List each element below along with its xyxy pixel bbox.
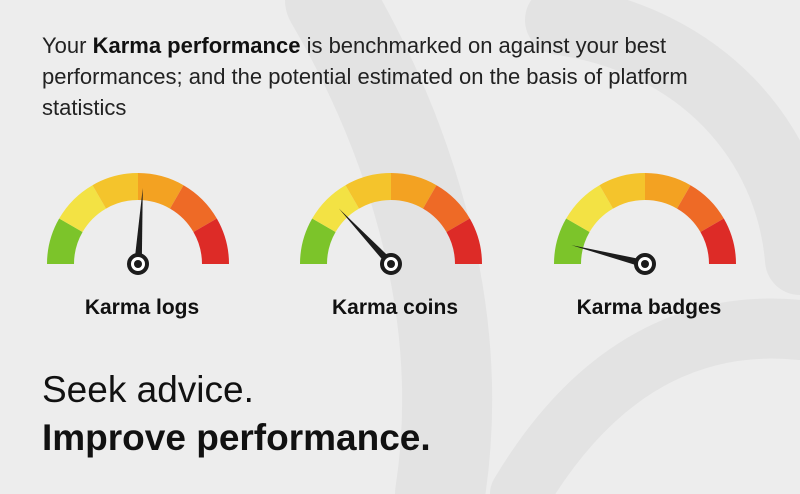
- gauge-needle: [134, 188, 143, 265]
- intro-text: Your Karma performance is benchmarked on…: [42, 30, 742, 123]
- gauge-karma-badges: Karma badges: [549, 168, 749, 328]
- gauge-segment: [92, 173, 138, 209]
- tagline-improve-performance: Improve performance.: [42, 417, 431, 458]
- gauge-hub-center: [134, 260, 142, 268]
- intro-prefix: Your: [42, 33, 93, 58]
- speedometer-icon: [300, 173, 482, 275]
- gauge-segment: [138, 173, 184, 209]
- intro-emphasis: Karma performance: [92, 33, 301, 58]
- gauge-needle: [571, 245, 646, 268]
- gauge-segment: [391, 173, 437, 209]
- gauge-label: Karma coins: [331, 296, 459, 319]
- gauge-karma-coins: Karma coins: [295, 168, 495, 328]
- intro-suffix: is benchmarked on against your best perf…: [42, 33, 688, 120]
- gauge-segment: [193, 218, 229, 264]
- gauge-hub-center: [641, 260, 649, 268]
- gauge-segment: [300, 218, 336, 264]
- gauge-segment: [345, 173, 391, 209]
- gauge-segment: [423, 185, 470, 232]
- gauge-segment: [566, 185, 613, 232]
- gauge-karma-logs: Karma logs: [42, 168, 242, 328]
- speedometer-icon: [554, 173, 736, 275]
- gauge-segment: [59, 185, 106, 232]
- gauge-segment: [599, 173, 645, 209]
- gauge-segment: [700, 218, 736, 264]
- speedometer-icon: [47, 173, 229, 275]
- gauge-segment: [554, 218, 590, 264]
- gauge-label: Karma badges: [576, 296, 722, 319]
- gauge-needle: [338, 208, 394, 267]
- gauge-segment: [677, 185, 724, 232]
- gauge-hub-center: [387, 260, 395, 268]
- gauge-segment: [446, 218, 482, 264]
- gauge-label: Karma logs: [84, 296, 200, 319]
- tagline-seek-advice: Seek advice.: [42, 369, 254, 410]
- gauge-segment: [170, 185, 217, 232]
- gauge-segment: [312, 185, 359, 232]
- gauge-segment: [645, 173, 691, 209]
- gauge-segment: [47, 218, 83, 264]
